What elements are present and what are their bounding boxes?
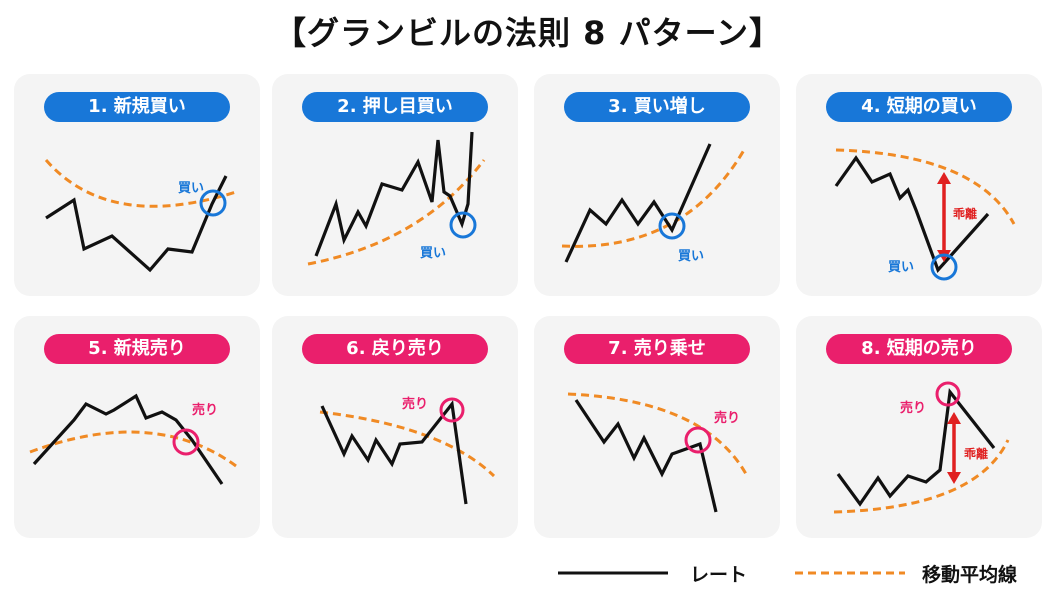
divergence-arrow-head-top [937,172,951,184]
pattern-panel-6: 6. 戻り売り 売り [272,316,518,538]
pattern-panel-8: 8. 短期の売り 売り 乖離 [796,316,1042,538]
pattern-panel-3: 3. 買い増し 買い [534,74,780,296]
pattern-5-diagram: 売り [29,393,237,485]
pattern-label-pill: 4. 短期の買い [826,92,1012,122]
pattern-panel-1: 1. 新規買い 買い [14,74,260,296]
pattern-label-pill: 6. 戻り売り [302,334,488,364]
pattern-8-diagram: 売り 乖離 [833,381,1010,514]
moving-average-line [567,392,748,475]
pattern-label-pill: 2. 押し目買い [302,92,488,122]
pattern-label-pill: 5. 新規売り [44,334,230,364]
pattern-panel-5: 5. 新規売り 売り [14,316,260,538]
moving-average-line [319,410,496,478]
signal-circle [449,211,477,239]
signal-label: 売り [900,400,926,416]
rate-line [45,175,228,273]
pattern-label-pill: 3. 買い増し [564,92,750,122]
signal-circle [658,212,686,240]
divergence-arrow-head-top [947,412,961,424]
signal-label: 買い [678,249,704,264]
signal-label: 買い [888,260,914,275]
signal-label: 売り [192,402,218,418]
rate-line [32,393,224,485]
legend-rate-label: レート [690,564,748,586]
pattern-4-diagram: 乖離 買い [834,148,1016,281]
rate-line [836,388,996,507]
pattern-label-pill: 1. 新規買い [44,92,230,122]
legend-moving-average-label: 移動平均線 [922,564,1018,586]
moving-average-line [29,430,237,468]
pattern-2-diagram: 買い [307,131,486,266]
divergence-label: 乖離 [964,446,988,461]
rate-line [314,131,474,257]
pattern-3-diagram: 買い [561,143,746,264]
rate-line [574,399,718,513]
moving-average-line [833,439,1010,514]
signal-circle [199,189,227,217]
page-title: 【グランビルの法則 8 パターン】 [274,14,782,52]
pattern-label-pill: 7. 売り乗せ [564,334,750,364]
pattern-7-diagram: 売り [567,392,748,513]
pattern-label-pill: 8. 短期の売り [826,334,1012,364]
signal-circle [439,397,465,423]
signal-circle [930,253,958,281]
pattern-panel-7: 7. 売り乗せ 売り [534,316,780,538]
legend: レート 移動平均線 [0,540,1056,600]
pattern-panel-4: 4. 短期の買い 乖離 買い [796,74,1042,296]
signal-label: 売り [402,396,428,412]
signal-circle [684,426,712,454]
signal-circle [172,428,200,456]
signal-label: 売り [714,410,740,426]
moving-average-line [835,148,1016,225]
pattern-6-diagram: 売り [319,396,496,505]
rate-line [320,400,468,505]
signal-circle [935,381,961,407]
rate-line [564,143,712,263]
pattern-1-diagram: 買い [44,159,237,273]
rate-line [834,155,990,274]
signal-label: 買い [178,181,204,196]
divergence-arrow-head-bottom [947,472,961,484]
moving-average-line [561,149,746,248]
signal-label: 買い [420,246,446,261]
legend-swatches [558,571,905,575]
divergence-label: 乖離 [953,206,977,221]
pattern-panel-2: 2. 押し目買い 買い [272,74,518,296]
moving-average-line [44,159,237,208]
